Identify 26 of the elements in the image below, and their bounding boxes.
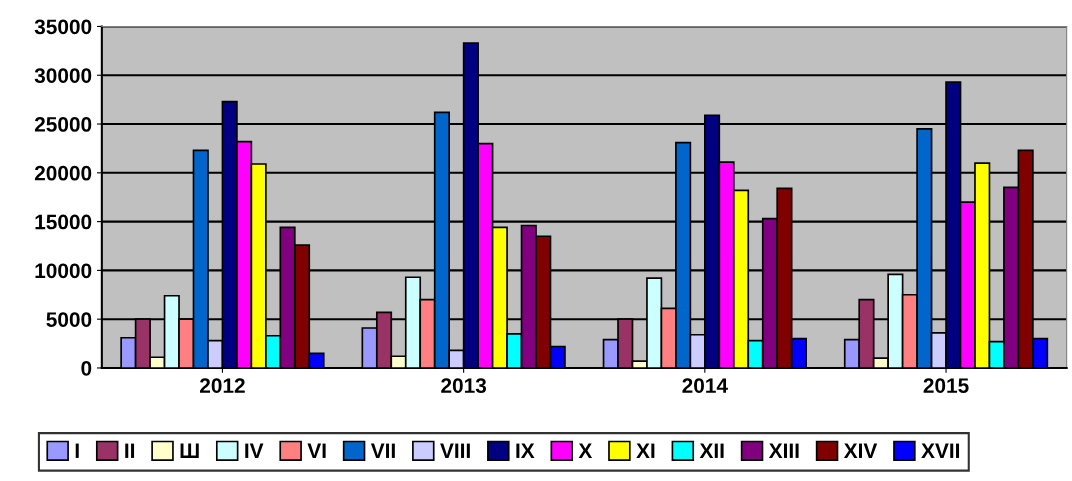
legend-label: Ш	[180, 443, 199, 458]
y-tick-label: 20000	[34, 165, 92, 181]
legend-label: IX	[516, 443, 535, 458]
x-tick-label: 2015	[923, 378, 969, 393]
legend-label: II	[125, 443, 135, 458]
legend-label: XII	[699, 443, 724, 458]
legend-label: VI	[307, 443, 326, 458]
y-tick-label: 35000	[34, 19, 92, 35]
legend-label: XIV	[843, 443, 878, 458]
y-tick-label: 0	[81, 360, 92, 376]
legend-label: IV	[245, 443, 264, 458]
y-tick-label: 25000	[34, 117, 92, 132]
x-tick-label: 2014	[682, 378, 728, 393]
legend-label: XI	[636, 443, 655, 458]
legend-label: VIII	[440, 443, 470, 458]
y-tick-label: 10000	[35, 263, 92, 279]
legend-label: XVII	[921, 443, 960, 458]
y-tick-label: 5000	[46, 312, 92, 327]
legend-label: VII	[370, 443, 395, 458]
y-tick-label: 30000	[34, 68, 92, 84]
y-tick-label: 15000	[35, 214, 92, 230]
legend-label: I	[75, 443, 79, 458]
legend-label: XIII	[768, 443, 799, 458]
x-tick-label: 2013	[441, 378, 487, 394]
legend-label: X	[578, 443, 593, 458]
x-tick-label: 2012	[199, 378, 245, 393]
